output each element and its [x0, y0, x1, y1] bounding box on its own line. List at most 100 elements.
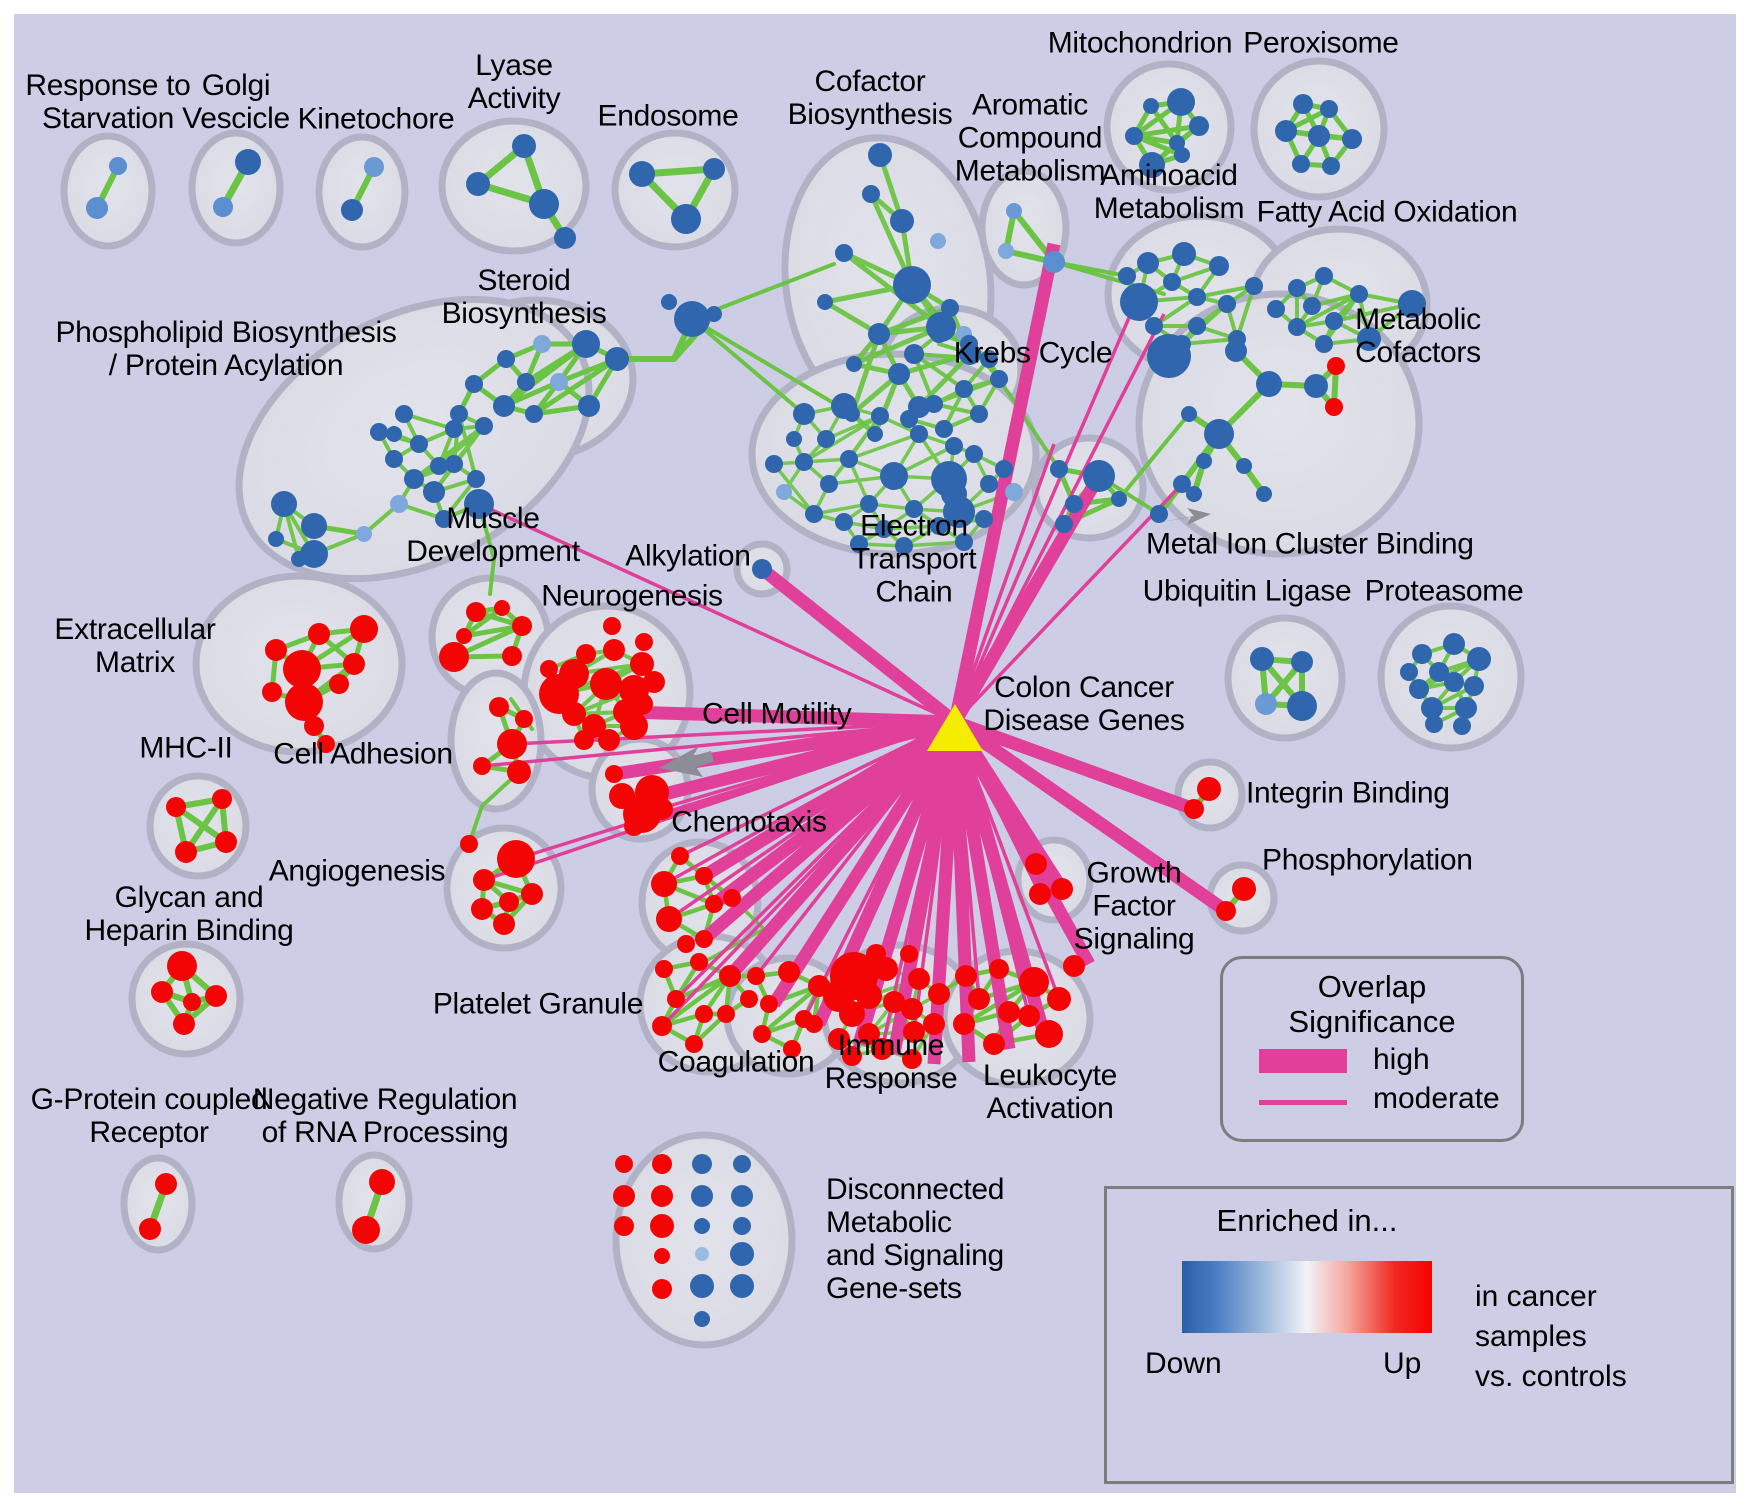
node-down	[1292, 155, 1310, 173]
node-down	[730, 1242, 754, 1266]
node-down	[765, 455, 783, 473]
node-down	[1225, 340, 1247, 362]
node-down	[1083, 460, 1115, 492]
node-down	[356, 526, 372, 542]
node-down	[1287, 691, 1317, 721]
node-up	[902, 1049, 922, 1069]
legend-high-label: high	[1373, 1043, 1430, 1076]
node-up	[828, 1028, 850, 1050]
label-aromatic-compound-metabolism: Aromatic Compound Metabolism	[954, 88, 1106, 188]
node-down	[817, 430, 835, 448]
label-muscle-development: Muscle Development	[406, 502, 580, 568]
label-endosome: Endosome	[597, 99, 739, 133]
node-up	[155, 1173, 177, 1195]
node-up	[650, 1214, 674, 1238]
node-up	[460, 835, 478, 853]
label-neurogenesis: Neurogenesis	[541, 579, 723, 613]
node-up	[643, 671, 665, 693]
node-down	[1291, 651, 1313, 673]
node-down	[867, 426, 883, 442]
node-up	[656, 906, 682, 932]
node-down	[671, 204, 701, 234]
legend-enrichment: Enriched in... Down Up in cancer samples v…	[1104, 1186, 1734, 1484]
node-up	[690, 953, 708, 971]
node-up	[652, 1154, 672, 1174]
node-down	[995, 460, 1013, 478]
node-up	[283, 650, 321, 688]
node-down	[970, 405, 988, 423]
node-down	[1043, 251, 1065, 273]
node-down	[445, 455, 463, 473]
node-down	[1325, 312, 1343, 330]
node-down	[1209, 256, 1229, 276]
node-up	[350, 615, 378, 643]
label-gpcr: G-Protein coupled Receptor	[30, 1083, 268, 1149]
node-down	[1267, 300, 1285, 318]
node-down	[1055, 515, 1073, 533]
node-up	[614, 1216, 634, 1236]
node-up	[473, 757, 491, 775]
label-steroid-biosynthesis: Steroid Biosynthesis	[441, 264, 607, 330]
node-down	[706, 306, 722, 322]
node-down	[691, 1185, 713, 1207]
label-proteasome: Proteasome	[1364, 574, 1524, 608]
node-up	[1029, 883, 1051, 905]
label-mhc-ii: MHC-II	[139, 731, 233, 765]
label-growth-factor-signaling: Growth Factor Signaling	[1073, 856, 1195, 956]
node-up	[285, 683, 323, 721]
node-down	[364, 157, 384, 177]
node-down	[1118, 267, 1136, 285]
label-nrrp: Negative Regulation of RNA Processing	[252, 1083, 518, 1149]
node-down	[466, 172, 490, 196]
node-up	[576, 644, 596, 664]
node-down	[888, 363, 910, 385]
node-down	[875, 520, 893, 538]
label-peroxisome: Peroxisome	[1243, 26, 1399, 60]
node-down	[731, 1185, 753, 1207]
node-up	[212, 789, 232, 809]
node-up	[760, 995, 778, 1013]
node-up	[489, 697, 509, 717]
label-phosphorylation: Phosphorylation	[1262, 843, 1473, 877]
node-down	[945, 437, 963, 455]
hub-node-triangle[interactable]	[927, 704, 983, 751]
node-up	[574, 730, 594, 750]
node-down	[980, 475, 998, 493]
node-up	[620, 712, 648, 740]
node-down	[1172, 242, 1196, 266]
node-down	[629, 161, 655, 187]
label-aminoacid-metabolism: Aminoacid Metabolism	[1093, 159, 1245, 225]
node-down	[1186, 486, 1202, 502]
node-down	[1303, 297, 1321, 315]
metal-ion-arrow	[1151, 508, 1211, 525]
node-up	[655, 960, 673, 978]
node-down	[930, 517, 948, 535]
node-up	[1025, 853, 1047, 875]
node-up	[590, 668, 622, 700]
node-up	[507, 760, 531, 784]
node-down	[1464, 676, 1484, 696]
node-up	[439, 642, 469, 672]
node-down	[955, 533, 973, 551]
node-down	[301, 513, 327, 539]
node-down	[1163, 273, 1181, 291]
node-down	[450, 405, 468, 423]
node-up	[265, 639, 287, 661]
node-down	[404, 469, 424, 489]
node-down	[1120, 283, 1158, 321]
label-electron-transport-chain: Electron Transport Chain	[851, 509, 977, 609]
node-down	[831, 393, 857, 419]
node-down	[497, 350, 515, 368]
node-down	[1139, 152, 1165, 178]
node-down	[960, 335, 978, 353]
node-up	[151, 981, 173, 1003]
node-down	[525, 405, 543, 423]
node-up	[494, 600, 510, 616]
node-down	[904, 344, 924, 364]
node-down	[776, 484, 792, 500]
node-down	[900, 410, 918, 428]
node-down	[835, 244, 853, 262]
node-down	[213, 197, 233, 217]
node-up	[654, 1248, 670, 1264]
node-down	[786, 431, 802, 447]
